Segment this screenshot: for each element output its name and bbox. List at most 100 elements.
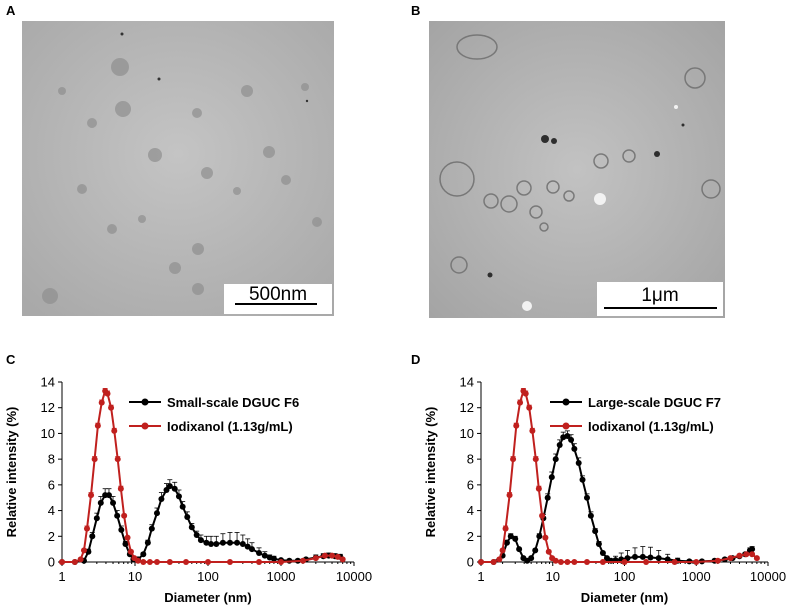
data-point <box>312 555 319 562</box>
data-point <box>655 555 662 562</box>
data-point <box>88 492 95 499</box>
y-tick-label: 14 <box>460 375 474 390</box>
y-tick-label: 10 <box>41 426 55 441</box>
series-1 <box>59 388 346 565</box>
legend-label: Large-scale DGUC F7 <box>588 395 721 410</box>
data-point <box>239 541 246 547</box>
data-point <box>278 559 284 565</box>
series-0 <box>478 430 756 565</box>
y-tick-label: 14 <box>41 375 55 390</box>
panel-letter-c: C <box>6 352 16 367</box>
data-point <box>148 525 155 532</box>
data-point <box>219 539 226 546</box>
scale-bar-b-line <box>604 307 717 309</box>
data-point <box>256 559 263 565</box>
data-point <box>599 559 606 565</box>
scale-bar-a: 500nm <box>224 284 332 314</box>
data-point <box>140 559 147 565</box>
data-point <box>234 539 241 546</box>
series-1 <box>478 388 760 565</box>
data-point <box>334 553 341 560</box>
data-point <box>197 537 204 544</box>
x-tick-label: 100 <box>614 569 636 584</box>
scale-bar-a-line <box>235 303 317 305</box>
data-point <box>127 548 134 555</box>
legend-marker <box>141 422 149 430</box>
y-tick-label: 10 <box>460 426 474 441</box>
micrograph-b: 1μm <box>429 21 725 318</box>
data-point <box>539 512 546 519</box>
data-point <box>503 539 510 546</box>
data-point <box>536 533 543 540</box>
data-point <box>339 556 346 563</box>
series-0 <box>59 479 344 565</box>
panel-letter-b: B <box>411 3 421 18</box>
data-point <box>743 551 750 558</box>
data-point <box>77 556 84 563</box>
data-point <box>671 559 678 565</box>
data-point <box>184 514 191 520</box>
data-point <box>114 512 121 519</box>
data-point <box>571 445 578 452</box>
legend-marker <box>562 398 570 406</box>
y-tick-label: 6 <box>467 477 474 492</box>
data-point <box>552 557 559 564</box>
chart-d: 0 2 4 6 8 10 12 14 1 10 100 1000 10000 Diameter (nm) R… <box>423 375 786 606</box>
data-point <box>528 555 535 562</box>
data-point <box>571 559 578 565</box>
data-point <box>153 559 160 565</box>
data-point <box>478 559 484 565</box>
data-point <box>552 456 559 463</box>
data-point <box>510 456 517 463</box>
data-point <box>587 512 594 519</box>
data-point <box>175 493 182 500</box>
data-point <box>183 559 190 565</box>
data-point <box>98 399 105 406</box>
series-line <box>62 389 344 563</box>
data-point <box>59 559 65 565</box>
data-point <box>108 404 115 411</box>
data-point <box>166 483 173 490</box>
data-point <box>329 552 336 559</box>
micrograph-a: 500nm <box>22 21 334 316</box>
data-point <box>516 546 523 553</box>
data-point <box>105 492 112 499</box>
y-tick-label: 12 <box>460 400 474 415</box>
legend-label: Iodixanol (1.13g/mL) <box>588 419 714 434</box>
series-line <box>62 484 341 563</box>
y-tick-label: 4 <box>467 503 474 518</box>
data-point <box>71 559 78 565</box>
data-point <box>575 460 582 466</box>
data-point <box>532 456 539 463</box>
data-point <box>639 553 646 560</box>
scale-bar-a-label: 500nm <box>248 284 308 305</box>
data-point <box>97 499 104 506</box>
data-point <box>502 525 509 532</box>
x-axis-label: Diameter (nm) <box>164 590 251 605</box>
data-point <box>226 539 233 546</box>
y-tick-label: 8 <box>467 452 474 467</box>
data-point <box>564 559 571 565</box>
data-point <box>727 555 734 562</box>
data-point <box>499 547 506 554</box>
data-point <box>664 556 671 563</box>
chart-c: 0 2 4 6 8 10 12 14 1 10 100 1000 10000 Diameter (nm) R… <box>4 375 372 606</box>
data-point <box>749 546 756 553</box>
data-point <box>146 559 153 565</box>
data-point <box>564 433 571 439</box>
data-point <box>631 553 638 560</box>
data-point <box>647 554 654 561</box>
x-tick-label: 1000 <box>682 569 711 584</box>
data-point <box>529 427 536 434</box>
data-point <box>91 456 98 463</box>
data-point <box>583 559 590 565</box>
data-point <box>548 474 555 481</box>
data-point <box>542 534 549 541</box>
data-point <box>213 541 220 547</box>
data-point <box>693 559 700 565</box>
data-point <box>111 427 118 434</box>
data-point <box>226 559 233 565</box>
data-point <box>261 552 268 559</box>
data-point <box>104 390 111 397</box>
data-point <box>621 559 628 565</box>
